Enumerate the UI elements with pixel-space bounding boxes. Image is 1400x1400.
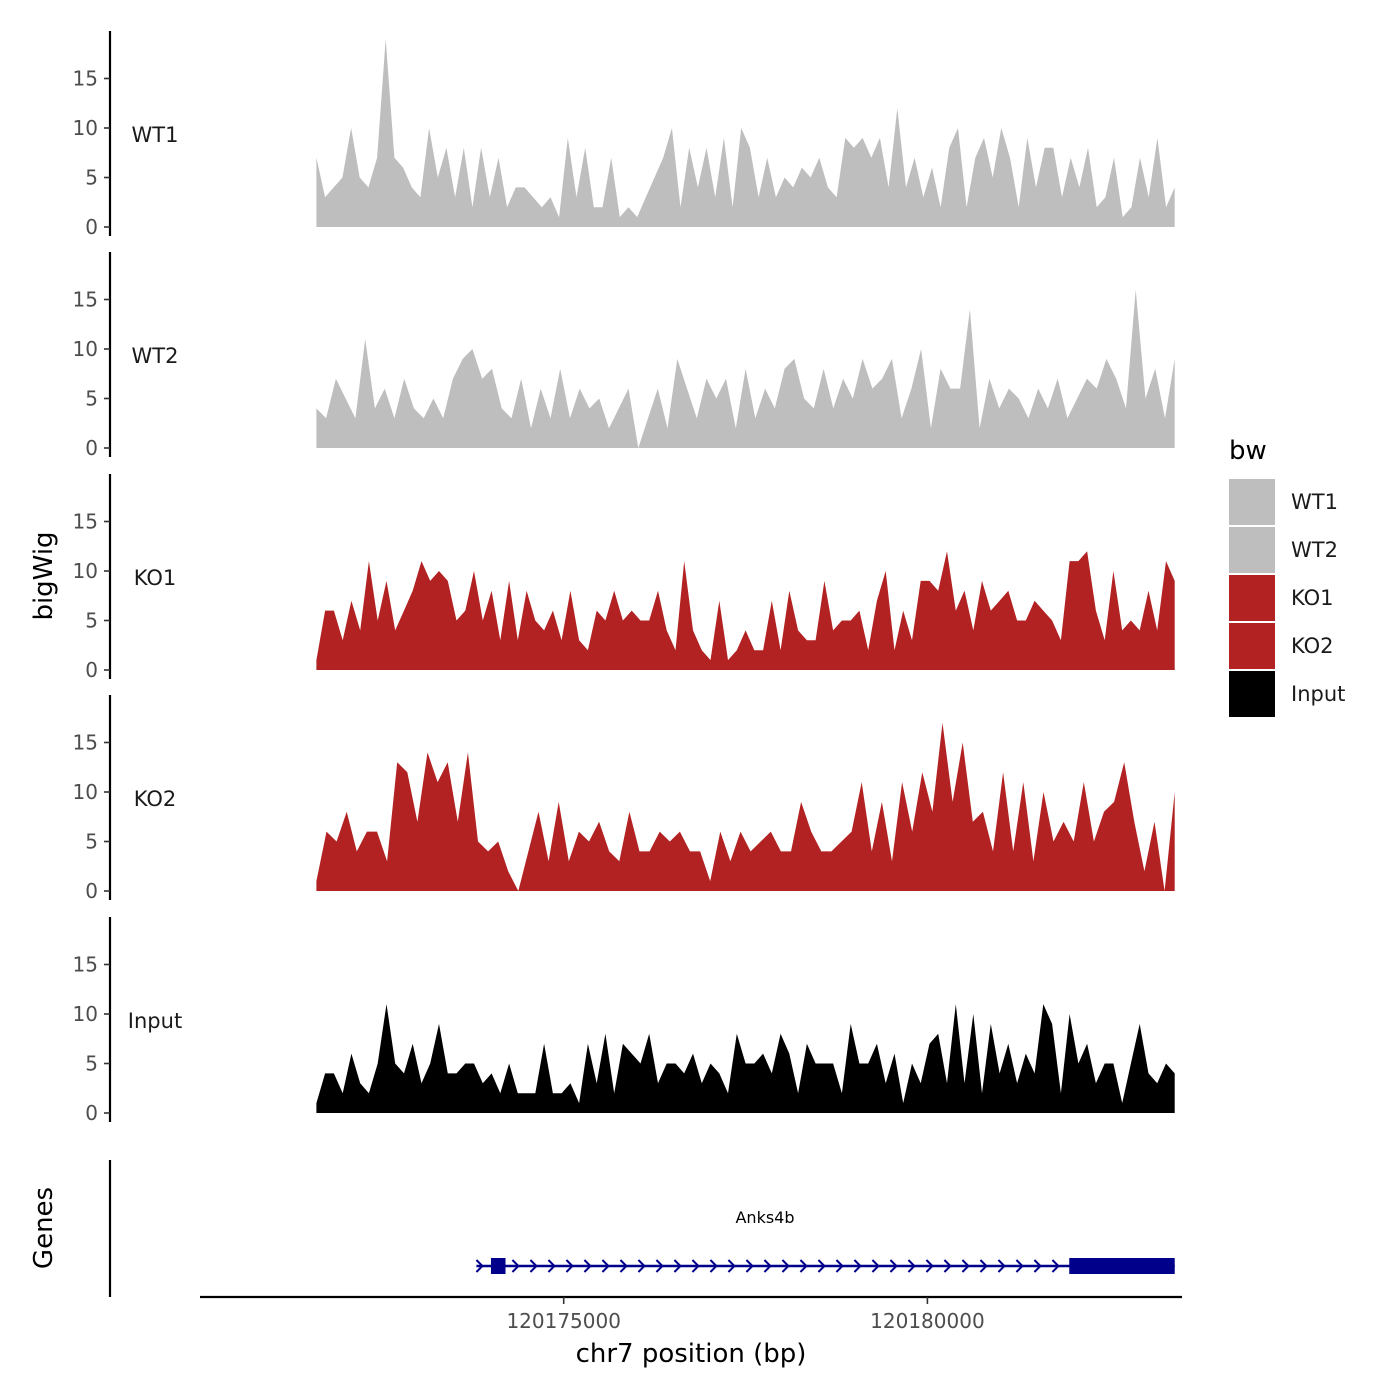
gene-track: Anks4b — [108, 1160, 1175, 1297]
gene-strand-arrow — [889, 1259, 898, 1273]
legend-label-ko2: KO2 — [1291, 634, 1334, 658]
legend: bw WT1 WT2 KO1 KO2 Input — [1229, 436, 1345, 717]
track-ko1: 0 5 10 15 KO1 — [73, 474, 1175, 682]
legend-label-ko1: KO1 — [1291, 586, 1334, 610]
gene-strand-arrow — [565, 1259, 574, 1273]
area-wt1 — [316, 38, 1175, 228]
gene-strand-arrow — [529, 1259, 538, 1273]
area-ko1 — [316, 551, 1175, 670]
gene-strand-arrow — [907, 1259, 916, 1273]
area-wt2 — [316, 289, 1175, 448]
gene-strand-arrow — [1015, 1259, 1024, 1273]
gene-label-anks4b: Anks4b — [735, 1208, 794, 1227]
y-tick-label-wt2-10: 10 — [73, 337, 98, 361]
gene-strand-arrow — [655, 1259, 664, 1273]
gene-strand-arrow — [925, 1259, 934, 1273]
track-label-ko2: KO2 — [134, 787, 177, 811]
gene-strand-arrow — [979, 1259, 988, 1273]
track-label-wt2: WT2 — [132, 344, 179, 368]
gene-strand-arrow — [997, 1259, 1006, 1273]
gene-anks4b: Anks4b — [475, 1208, 1175, 1274]
y-tick-label-ko2-0: 0 — [85, 879, 98, 903]
y-tick-label-input-15: 15 — [73, 953, 98, 977]
y-tick-label-input-10: 10 — [73, 1002, 98, 1026]
gene-strand-arrow — [943, 1259, 952, 1273]
y-tick-label-wt1-10: 10 — [73, 116, 98, 140]
area-input — [316, 1004, 1175, 1113]
gene-strand-arrow — [817, 1259, 826, 1273]
y-tick-label-wt2-0: 0 — [85, 436, 98, 460]
gene-strand-arrow — [511, 1259, 520, 1273]
gene-strand-arrow — [835, 1259, 844, 1273]
gene-strand-arrow — [727, 1259, 736, 1273]
track-wt1: 0 5 10 15 WT1 — [73, 31, 1175, 239]
track-wt2: 0 5 10 15 WT2 — [73, 252, 1175, 460]
y-tick-label-ko1-0: 0 — [85, 658, 98, 682]
x-tick-label-120175000: 120175000 — [506, 1309, 621, 1333]
legend-swatch-ko1 — [1229, 575, 1275, 621]
track-ko2: 0 5 10 15 KO2 — [73, 695, 1175, 903]
x-axis-title: chr7 position (bp) — [576, 1339, 807, 1369]
y-tick-label-input-5: 5 — [85, 1052, 98, 1076]
track-label-wt1: WT1 — [132, 123, 179, 147]
gene-strand-arrow — [547, 1259, 556, 1273]
x-tick-label-120180000: 120180000 — [870, 1309, 985, 1333]
gene-strand-arrow — [745, 1259, 754, 1273]
gene-exon-1 — [490, 1258, 506, 1274]
area-ko2 — [316, 722, 1175, 891]
y-tick-label-ko1-10: 10 — [73, 559, 98, 583]
gene-strand-arrow — [619, 1259, 628, 1273]
gene-strand-arrow — [763, 1259, 772, 1273]
track-label-input: Input — [128, 1009, 182, 1033]
gene-strand-arrow — [871, 1259, 880, 1273]
y-tick-label-input-0: 0 — [85, 1101, 98, 1125]
gene-strand-arrow — [637, 1259, 646, 1273]
gene-exon-2 — [1069, 1258, 1175, 1274]
y-axis-title: bigWig — [29, 531, 59, 620]
y-tick-label-wt1-0: 0 — [85, 215, 98, 239]
y-tick-label-wt1-15: 15 — [73, 67, 98, 91]
y-tick-label-wt2-5: 5 — [85, 387, 98, 411]
gene-strand-arrow — [1051, 1259, 1060, 1273]
gene-strand-arrow — [583, 1259, 592, 1273]
gene-strand-arrow — [475, 1259, 484, 1273]
legend-label-wt1: WT1 — [1291, 490, 1338, 514]
x-axis: 120175000 120180000 — [200, 1295, 1182, 1333]
legend-label-input: Input — [1291, 682, 1345, 706]
y-tick-label-ko1-15: 15 — [73, 510, 98, 534]
gene-strand-arrow — [691, 1259, 700, 1273]
y-tick-label-wt1-5: 5 — [85, 166, 98, 190]
gene-strand-arrow — [799, 1259, 808, 1273]
track-input: 0 5 10 15 Input — [73, 917, 1175, 1125]
gene-strand-arrow — [853, 1259, 862, 1273]
gene-strand-arrow — [709, 1259, 718, 1273]
y-tick-label-ko2-15: 15 — [73, 731, 98, 755]
genes-axis-title: Genes — [29, 1187, 59, 1269]
y-tick-label-ko1-5: 5 — [85, 609, 98, 633]
legend-swatch-input — [1229, 671, 1275, 717]
legend-title: bw — [1229, 436, 1267, 466]
legend-swatch-wt2 — [1229, 527, 1275, 573]
legend-swatch-ko2 — [1229, 623, 1275, 669]
legend-swatch-wt1 — [1229, 479, 1275, 525]
y-tick-label-ko2-10: 10 — [73, 780, 98, 804]
y-tick-label-wt2-15: 15 — [73, 288, 98, 312]
gene-strand-arrow — [781, 1259, 790, 1273]
track-label-ko1: KO1 — [134, 566, 177, 590]
y-tick-label-ko2-5: 5 — [85, 830, 98, 854]
gene-strand-arrow — [1033, 1259, 1042, 1273]
gene-strand-arrow — [961, 1259, 970, 1273]
legend-label-wt2: WT2 — [1291, 538, 1338, 562]
gene-strand-arrow — [673, 1259, 682, 1273]
signal-tracks: 0 5 10 15 WT1 0 5 10 15 WT2 0 5 10 15 KO1 0 5 10 15 KO2 0 5 10… — [73, 31, 1175, 1125]
gene-strand-arrow — [601, 1259, 610, 1273]
